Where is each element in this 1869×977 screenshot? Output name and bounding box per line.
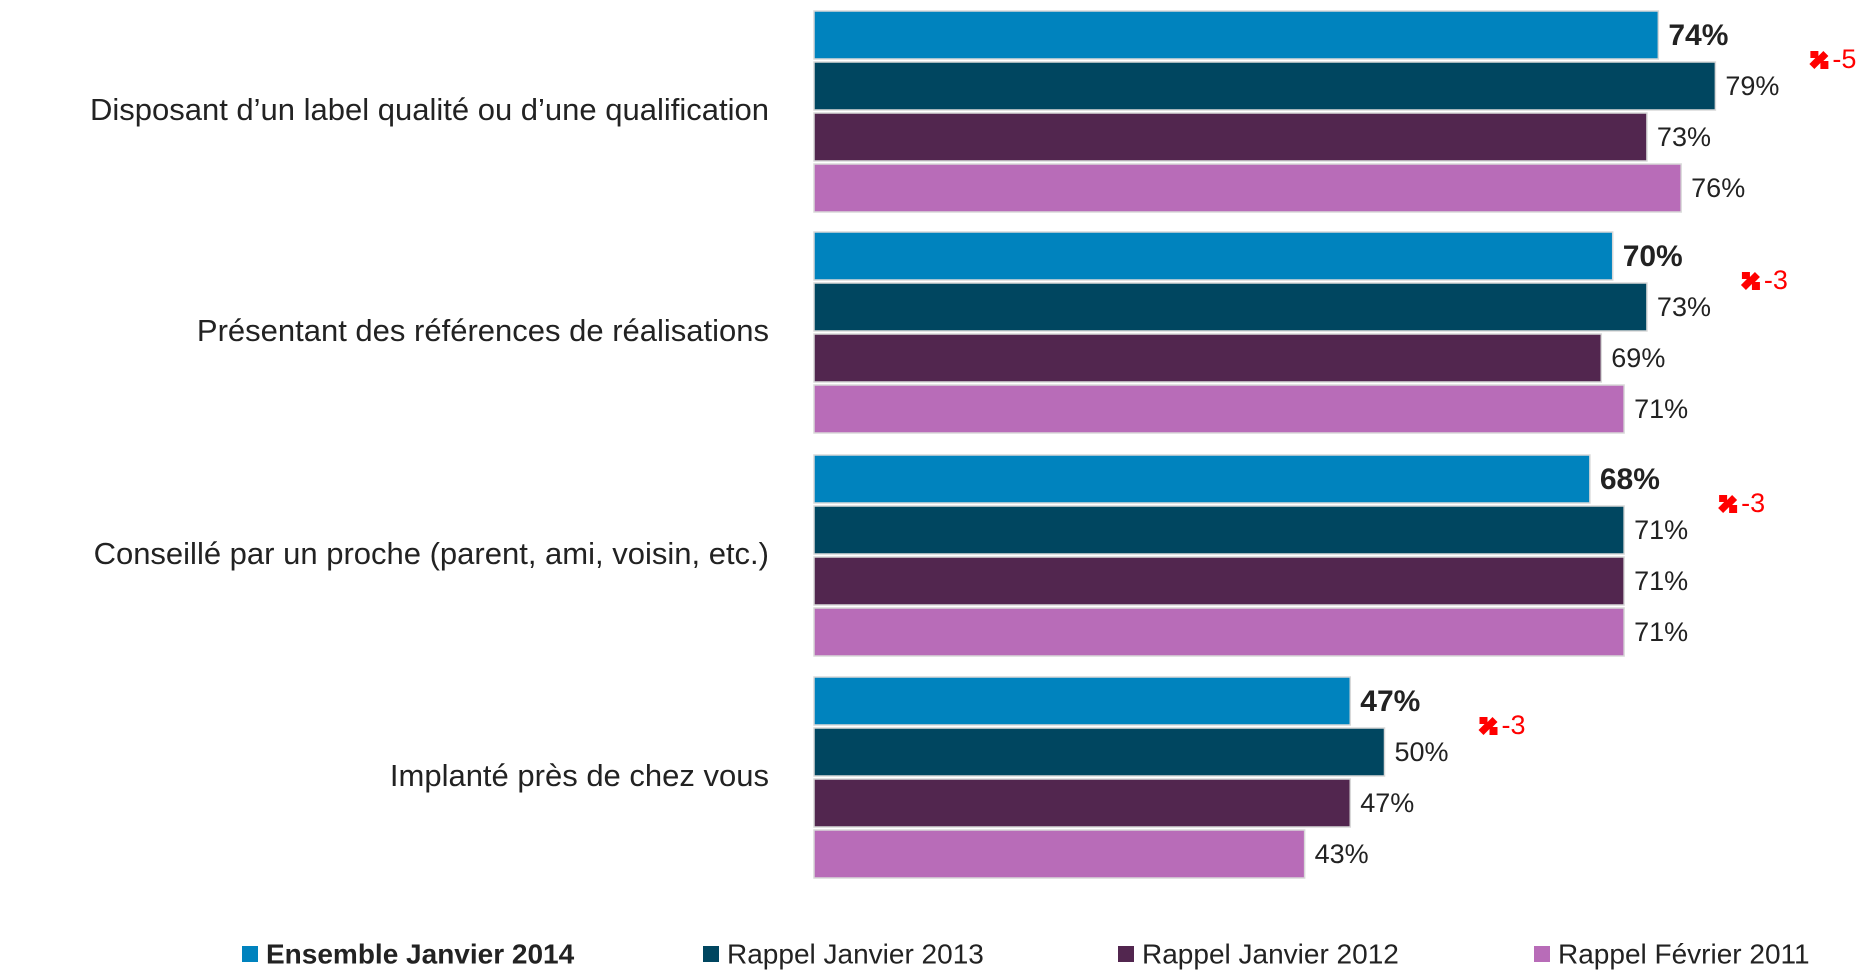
- legend-swatch: [703, 946, 719, 962]
- legend-label: Rappel Janvier 2013: [727, 938, 984, 969]
- bar: [813, 61, 1717, 111]
- value-label: 47%: [1360, 788, 1414, 818]
- value-label: 73%: [1657, 292, 1711, 322]
- legend-item: Rappel Janvier 2013: [703, 938, 984, 969]
- bar: [813, 231, 1614, 281]
- change-arrow: [1740, 272, 1760, 290]
- bar: [813, 454, 1591, 504]
- value-label: 79%: [1725, 71, 1779, 101]
- bar: [813, 384, 1625, 434]
- bar: [813, 112, 1648, 162]
- change-label: -3: [1502, 710, 1526, 740]
- bar: [813, 333, 1603, 383]
- value-label: 71%: [1634, 617, 1688, 647]
- value-label: 47%: [1360, 685, 1420, 718]
- legend-label: Rappel Janvier 2012: [1142, 938, 1399, 969]
- legend-label: Rappel Février 2011: [1558, 938, 1810, 969]
- legend-swatch: [1534, 946, 1550, 962]
- value-label: 69%: [1611, 343, 1665, 373]
- bar: [813, 727, 1386, 777]
- change-arrow: [1478, 717, 1498, 735]
- bar: [813, 607, 1625, 657]
- bar: [813, 778, 1352, 828]
- category-label: Disposant d’un label qualité ou d’une qu…: [90, 92, 769, 127]
- change-label: -3: [1741, 488, 1765, 518]
- change-label: -5: [1832, 44, 1856, 74]
- bar: [813, 676, 1352, 726]
- value-label: 76%: [1691, 173, 1745, 203]
- bar: [813, 10, 1660, 60]
- legend-item: Ensemble Janvier 2014: [242, 938, 575, 969]
- legend-item: Rappel Janvier 2012: [1118, 938, 1399, 969]
- value-label: 50%: [1395, 737, 1449, 767]
- value-label: 71%: [1634, 566, 1688, 596]
- value-label: 68%: [1600, 463, 1660, 496]
- legend-label: Ensemble Janvier 2014: [266, 938, 575, 969]
- legend-item: Rappel Février 2011: [1534, 938, 1810, 969]
- value-label: 71%: [1634, 394, 1688, 424]
- category-label: Conseillé par un proche (parent, ami, vo…: [94, 536, 769, 571]
- change-arrow: [1809, 51, 1829, 69]
- legend-swatch: [1118, 946, 1134, 962]
- value-label: 73%: [1657, 122, 1711, 152]
- bar: [813, 282, 1648, 332]
- value-label: 70%: [1623, 240, 1683, 273]
- bar: [813, 505, 1625, 555]
- value-label: 43%: [1315, 839, 1369, 869]
- category-label: Présentant des références de réalisation…: [197, 313, 769, 348]
- change-arrow: [1718, 495, 1738, 513]
- value-label: 71%: [1634, 515, 1688, 545]
- legend-swatch: [242, 946, 258, 962]
- value-label: 74%: [1668, 19, 1728, 52]
- bar: [813, 556, 1625, 606]
- category-label: Implanté près de chez vous: [390, 758, 769, 793]
- bar: [813, 829, 1306, 879]
- bar: [813, 163, 1682, 213]
- change-label: -3: [1764, 265, 1788, 295]
